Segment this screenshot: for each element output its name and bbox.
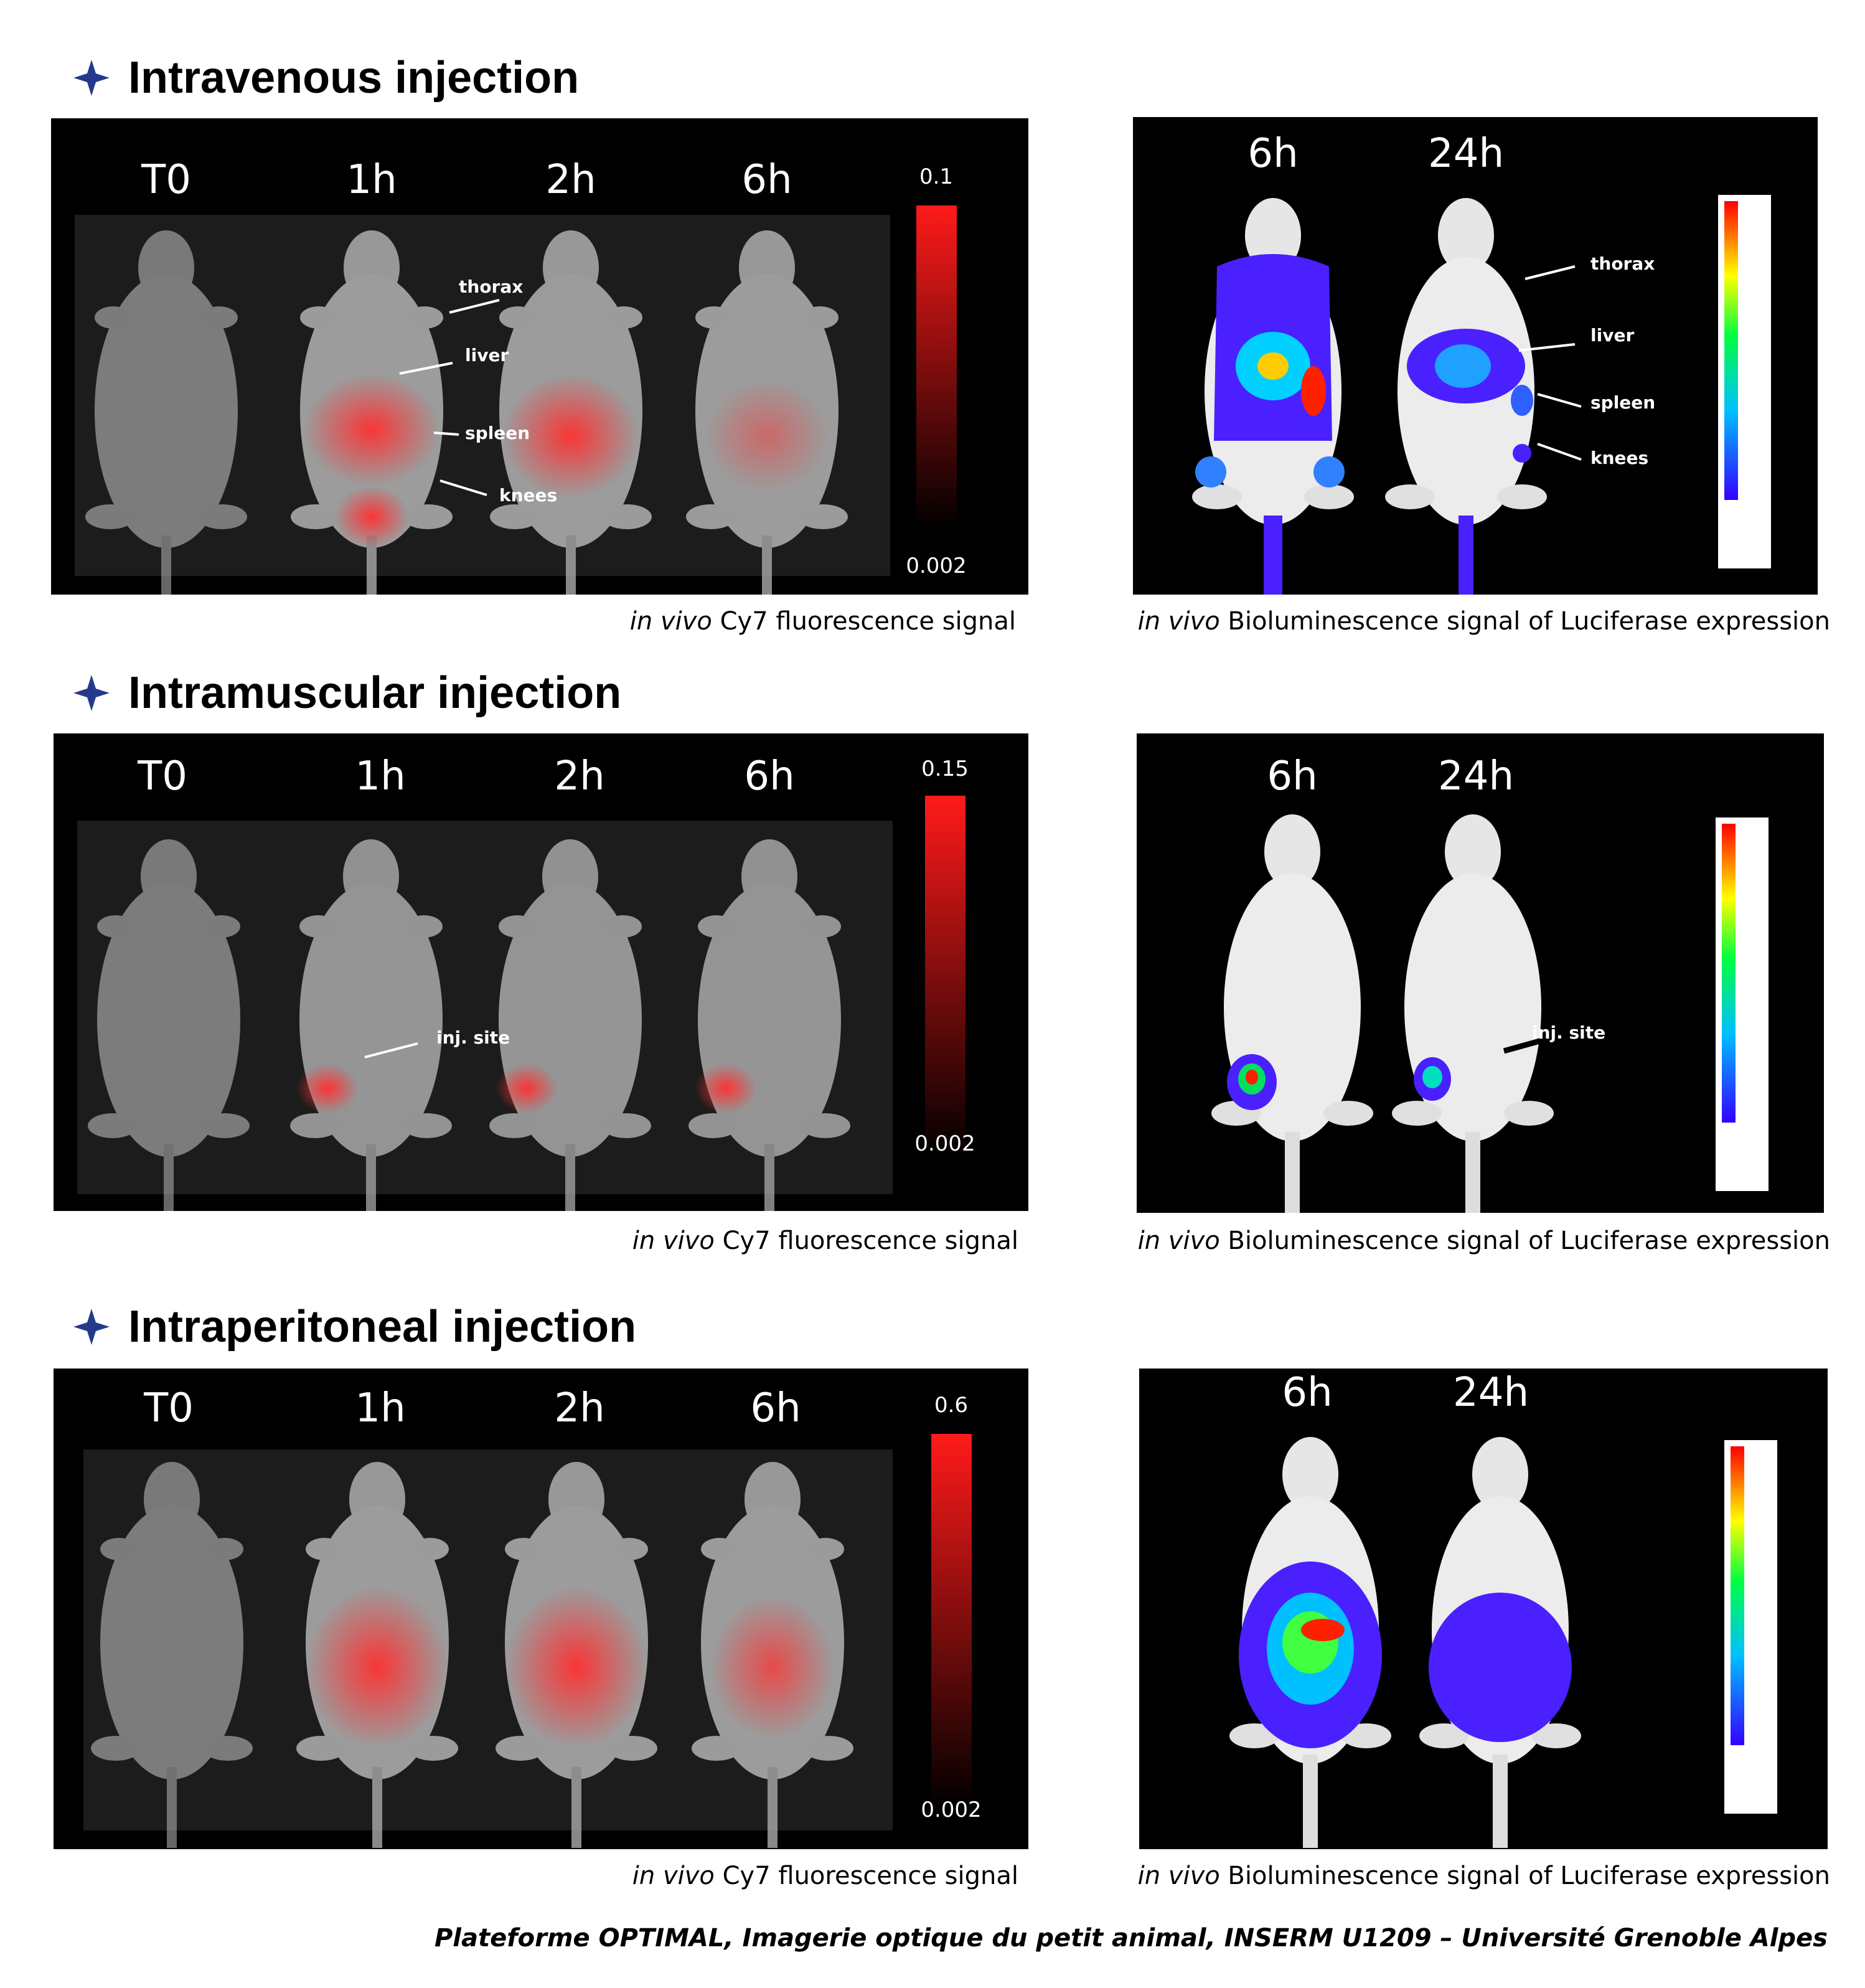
timepoint-label: 6h bbox=[1247, 131, 1298, 177]
fluorescence-color-scale bbox=[931, 1434, 972, 1807]
scale-min: 0.002 bbox=[921, 1797, 981, 1822]
timepoint-label: T0 bbox=[143, 1385, 194, 1431]
fluorescence-panel-intramuscular: T0 1h 2h 6h 0.15 0.002 inj. site bbox=[54, 733, 1028, 1225]
radiance-color-scale bbox=[1731, 1446, 1744, 1745]
organ-label: liver bbox=[1590, 325, 1634, 346]
mouse-6h bbox=[686, 230, 848, 616]
bioluminescence-panel-intravenous: 6h 24h thorax liver spleen knees bbox=[1133, 117, 1818, 609]
bioluminescence-caption: in vivo Bioluminescence signal of Lucife… bbox=[1137, 1227, 1830, 1255]
fluorescence-caption: in vivo Cy7 fluorescence signal bbox=[629, 607, 1016, 636]
bioluminescence-panel-intramuscular: 6h 24h inj. site bbox=[1137, 733, 1824, 1225]
timepoint-label: T0 bbox=[137, 753, 187, 799]
organ-label: inj. site bbox=[1532, 1022, 1605, 1043]
timepoint-label: 1h bbox=[355, 1385, 405, 1431]
organ-label: thorax bbox=[1590, 253, 1655, 274]
timepoint-label: 6h bbox=[1282, 1370, 1332, 1416]
fluorescence-color-scale bbox=[925, 796, 965, 1157]
scale-min: 0.002 bbox=[914, 1131, 975, 1156]
scale-min: 0.002 bbox=[906, 554, 966, 578]
scale-max: 0.6 bbox=[934, 1393, 968, 1418]
fluorescence-panel-intravenous: T0 1h 2h 6h 0.1 0.002 thorax liver splee… bbox=[51, 118, 1028, 616]
star-bullet-icon bbox=[73, 1309, 110, 1345]
timepoint-label: 6h bbox=[741, 157, 792, 203]
bioluminescence-caption: in vivo Bioluminescence signal of Lucife… bbox=[1137, 607, 1830, 636]
star-bullet-icon bbox=[73, 60, 110, 96]
timepoint-label: T0 bbox=[141, 157, 191, 203]
organ-label: knees bbox=[499, 485, 557, 506]
timepoint-label: 2h bbox=[554, 753, 604, 799]
fluorescence-panel-intraperitoneal: T0 1h 2h 6h 0.6 0.002 bbox=[54, 1369, 1028, 1849]
fluorescence-caption: in vivo Cy7 fluorescence signal bbox=[632, 1862, 1018, 1890]
timepoint-label: 6h bbox=[750, 1385, 801, 1431]
bioluminescence-panel-intraperitoneal: 6h 24h bbox=[1139, 1369, 1828, 1849]
mouse-1h bbox=[291, 230, 453, 616]
bioluminescence-caption: in vivo Bioluminescence signal of Lucife… bbox=[1137, 1862, 1830, 1890]
scale-max: 0.15 bbox=[921, 756, 969, 781]
section-title-intramuscular: Intramuscular injection bbox=[73, 667, 621, 718]
section-title-intravenous: Intravenous injection bbox=[73, 52, 579, 103]
organ-label: inj. site bbox=[436, 1027, 510, 1048]
timepoint-label: 6h bbox=[744, 753, 794, 799]
section-title-intraperitoneal: Intraperitoneal injection bbox=[73, 1301, 636, 1352]
radiance-color-scale bbox=[1724, 201, 1738, 500]
timepoint-label: 24h bbox=[1453, 1370, 1529, 1416]
organ-label: thorax bbox=[459, 276, 523, 297]
timepoint-label: 6h bbox=[1267, 753, 1317, 799]
timepoint-label: 24h bbox=[1438, 753, 1514, 799]
mouse-24h bbox=[1385, 198, 1547, 609]
radiance-color-scale bbox=[1722, 824, 1736, 1123]
timepoint-label: 2h bbox=[554, 1385, 604, 1431]
fluorescence-caption: in vivo Cy7 fluorescence signal bbox=[632, 1227, 1018, 1255]
organ-label: spleen bbox=[1590, 392, 1655, 413]
star-bullet-icon bbox=[73, 675, 110, 711]
scale-max: 0.1 bbox=[919, 164, 953, 189]
footer-credit: Plateforme OPTIMAL, Imagerie optique du … bbox=[434, 1924, 1828, 1953]
fluorescence-color-scale bbox=[916, 205, 957, 529]
mouse-6h bbox=[1192, 198, 1354, 609]
timepoint-label: 1h bbox=[346, 157, 397, 203]
organ-label: knees bbox=[1590, 448, 1648, 468]
timepoint-label: 1h bbox=[355, 753, 405, 799]
mouse-2h bbox=[490, 230, 652, 616]
organ-label: spleen bbox=[465, 423, 530, 443]
timepoint-label: 2h bbox=[545, 157, 596, 203]
timepoint-label: 24h bbox=[1428, 131, 1504, 177]
organ-label: liver bbox=[465, 345, 509, 365]
